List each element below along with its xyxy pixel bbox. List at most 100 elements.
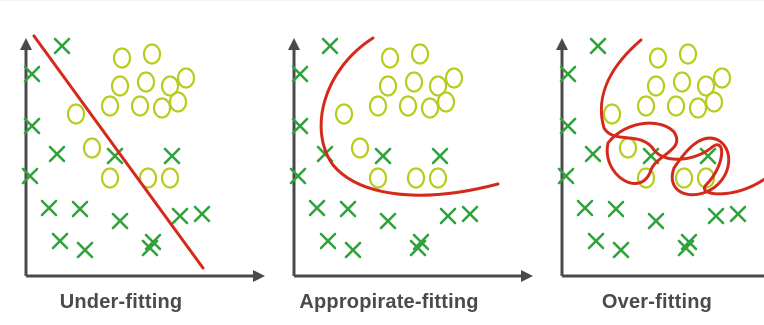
x-class-marker bbox=[431, 147, 449, 165]
x-class-marker bbox=[193, 205, 211, 223]
x-class-marker bbox=[584, 145, 602, 163]
x-class-marker bbox=[409, 239, 427, 257]
o-class-marker bbox=[444, 67, 464, 89]
x-class-marker bbox=[612, 241, 630, 259]
o-class-marker bbox=[334, 103, 354, 125]
x-class-marker bbox=[319, 232, 337, 250]
x-class-marker bbox=[21, 167, 39, 185]
o-class-marker bbox=[368, 167, 388, 189]
caption-under-fitting: Under-fitting bbox=[59, 291, 183, 313]
o-class-marker bbox=[436, 91, 456, 113]
x-class-marker bbox=[308, 199, 326, 217]
x-class-marker bbox=[40, 199, 58, 217]
o-class-marker bbox=[130, 95, 150, 117]
linear-fit-line bbox=[32, 34, 205, 270]
o-class-marker bbox=[380, 47, 400, 69]
smooth-fit-curve bbox=[319, 36, 500, 197]
x-class-marker bbox=[23, 117, 41, 135]
x-class-marker bbox=[379, 212, 397, 230]
x-class-marker bbox=[589, 37, 607, 55]
x-class-marker bbox=[647, 212, 665, 230]
o-class-marker bbox=[398, 95, 418, 117]
x-class-marker bbox=[707, 207, 725, 225]
x-class-marker bbox=[677, 239, 695, 257]
o-class-marker bbox=[420, 97, 440, 119]
x-class-marker bbox=[321, 37, 339, 55]
o-class-marker bbox=[350, 137, 370, 159]
o-class-marker bbox=[410, 43, 430, 65]
x-class-marker bbox=[559, 117, 577, 135]
x-class-marker bbox=[729, 205, 747, 223]
o-class-marker bbox=[138, 167, 158, 189]
o-class-marker bbox=[110, 75, 130, 97]
o-class-marker bbox=[404, 71, 424, 93]
o-class-marker bbox=[176, 67, 196, 89]
o-class-marker bbox=[618, 137, 638, 159]
o-class-marker bbox=[648, 47, 668, 69]
o-class-marker bbox=[646, 75, 666, 97]
x-class-marker bbox=[439, 207, 457, 225]
o-class-marker bbox=[678, 43, 698, 65]
o-class-marker bbox=[712, 67, 732, 89]
o-class-marker bbox=[428, 167, 448, 189]
o-class-marker bbox=[378, 75, 398, 97]
x-class-marker bbox=[291, 65, 309, 83]
x-class-marker bbox=[344, 241, 362, 259]
x-class-marker bbox=[53, 37, 71, 55]
x-class-marker bbox=[559, 65, 577, 83]
o-class-marker bbox=[100, 167, 120, 189]
x-class-marker bbox=[141, 239, 159, 257]
overfit-main-curve bbox=[599, 38, 764, 196]
x-class-marker bbox=[51, 232, 69, 250]
top-divider bbox=[0, 0, 764, 1]
x-class-marker bbox=[163, 147, 181, 165]
x-class-marker bbox=[587, 232, 605, 250]
x-class-marker bbox=[576, 199, 594, 217]
caption-appropriate-fitting: Appropirate-fitting bbox=[299, 291, 479, 313]
x-class-marker bbox=[289, 167, 307, 185]
o-class-marker bbox=[160, 167, 180, 189]
o-class-marker bbox=[672, 71, 692, 93]
o-class-marker bbox=[666, 95, 686, 117]
x-class-marker bbox=[557, 167, 575, 185]
y-axis-arrowhead bbox=[556, 38, 568, 50]
o-class-marker bbox=[160, 75, 180, 97]
o-class-marker bbox=[168, 91, 188, 113]
x-class-marker bbox=[76, 241, 94, 259]
o-class-marker bbox=[66, 103, 86, 125]
x-class-marker bbox=[171, 207, 189, 225]
y-axis-arrowhead bbox=[20, 38, 32, 50]
o-class-marker bbox=[82, 137, 102, 159]
x-class-marker bbox=[48, 145, 66, 163]
x-class-marker bbox=[374, 147, 392, 165]
x-axis-arrowhead bbox=[253, 270, 265, 282]
o-class-marker bbox=[136, 71, 156, 93]
y-axis-arrowhead bbox=[288, 38, 300, 50]
o-class-marker bbox=[142, 43, 162, 65]
o-class-marker bbox=[406, 167, 426, 189]
o-class-marker bbox=[112, 47, 132, 69]
o-class-marker bbox=[688, 97, 708, 119]
x-axis-arrowhead bbox=[521, 270, 533, 282]
x-class-marker bbox=[111, 212, 129, 230]
o-class-marker bbox=[636, 167, 656, 189]
overfit-island-left bbox=[605, 121, 679, 185]
x-class-marker bbox=[23, 65, 41, 83]
panel-over-fitting bbox=[556, 37, 764, 278]
o-class-marker bbox=[428, 75, 448, 97]
o-class-marker bbox=[368, 95, 388, 117]
x-class-marker bbox=[71, 200, 89, 218]
o-class-marker bbox=[602, 103, 622, 125]
panel-appropriate-fitting bbox=[288, 36, 533, 282]
o-class-marker bbox=[696, 75, 716, 97]
x-class-marker bbox=[461, 205, 479, 223]
o-class-marker bbox=[704, 91, 724, 113]
x-class-marker bbox=[607, 200, 625, 218]
o-class-marker bbox=[636, 95, 656, 117]
x-class-marker bbox=[339, 200, 357, 218]
overfit-island-right bbox=[670, 136, 731, 197]
panel-under-fitting bbox=[20, 34, 265, 282]
o-class-marker bbox=[152, 97, 172, 119]
